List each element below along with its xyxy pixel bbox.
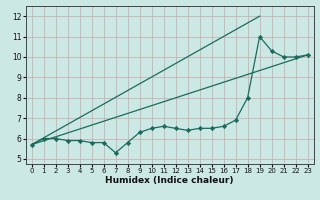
X-axis label: Humidex (Indice chaleur): Humidex (Indice chaleur) — [105, 176, 234, 185]
